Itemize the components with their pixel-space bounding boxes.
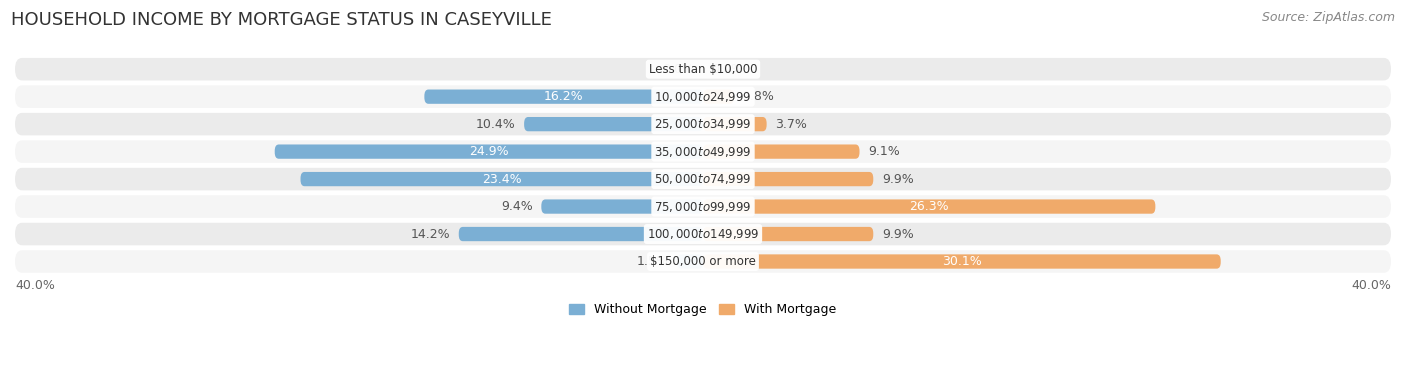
Text: 1.8%: 1.8% <box>742 90 775 103</box>
Text: 0.0%: 0.0% <box>711 63 744 76</box>
FancyBboxPatch shape <box>15 58 1391 80</box>
FancyBboxPatch shape <box>15 113 1391 135</box>
Text: $75,000 to $99,999: $75,000 to $99,999 <box>654 199 752 213</box>
FancyBboxPatch shape <box>15 168 1391 190</box>
FancyBboxPatch shape <box>703 227 873 241</box>
Text: $150,000 or more: $150,000 or more <box>650 255 756 268</box>
FancyBboxPatch shape <box>524 117 703 131</box>
Text: 40.0%: 40.0% <box>1351 279 1391 291</box>
FancyBboxPatch shape <box>703 172 873 186</box>
Text: Less than $10,000: Less than $10,000 <box>648 63 758 76</box>
FancyBboxPatch shape <box>678 254 703 269</box>
Text: 30.1%: 30.1% <box>942 255 981 268</box>
Text: 16.2%: 16.2% <box>544 90 583 103</box>
Text: 10.4%: 10.4% <box>475 118 516 131</box>
FancyBboxPatch shape <box>274 144 703 159</box>
FancyBboxPatch shape <box>703 254 1220 269</box>
FancyBboxPatch shape <box>703 144 859 159</box>
FancyBboxPatch shape <box>15 250 1391 273</box>
FancyBboxPatch shape <box>541 199 703 214</box>
Text: 9.4%: 9.4% <box>501 200 533 213</box>
Text: 23.4%: 23.4% <box>482 173 522 185</box>
Text: 1.5%: 1.5% <box>637 255 669 268</box>
FancyBboxPatch shape <box>15 223 1391 245</box>
FancyBboxPatch shape <box>458 227 703 241</box>
Text: $10,000 to $24,999: $10,000 to $24,999 <box>654 90 752 104</box>
FancyBboxPatch shape <box>703 89 734 104</box>
Text: 9.9%: 9.9% <box>882 173 914 185</box>
FancyBboxPatch shape <box>15 195 1391 218</box>
FancyBboxPatch shape <box>703 117 766 131</box>
Text: $35,000 to $49,999: $35,000 to $49,999 <box>654 145 752 159</box>
Text: $50,000 to $74,999: $50,000 to $74,999 <box>654 172 752 186</box>
Text: 0.0%: 0.0% <box>662 63 695 76</box>
FancyBboxPatch shape <box>15 140 1391 163</box>
FancyBboxPatch shape <box>425 89 703 104</box>
Text: 24.9%: 24.9% <box>470 145 509 158</box>
FancyBboxPatch shape <box>703 199 1156 214</box>
Text: Source: ZipAtlas.com: Source: ZipAtlas.com <box>1261 11 1395 24</box>
Text: 9.9%: 9.9% <box>882 228 914 241</box>
Legend: Without Mortgage, With Mortgage: Without Mortgage, With Mortgage <box>564 298 842 321</box>
Text: 14.2%: 14.2% <box>411 228 450 241</box>
Text: 26.3%: 26.3% <box>910 200 949 213</box>
FancyBboxPatch shape <box>15 86 1391 108</box>
Text: $25,000 to $34,999: $25,000 to $34,999 <box>654 117 752 131</box>
Text: HOUSEHOLD INCOME BY MORTGAGE STATUS IN CASEYVILLE: HOUSEHOLD INCOME BY MORTGAGE STATUS IN C… <box>11 11 553 29</box>
Text: $100,000 to $149,999: $100,000 to $149,999 <box>647 227 759 241</box>
Text: 9.1%: 9.1% <box>868 145 900 158</box>
Text: 40.0%: 40.0% <box>15 279 55 291</box>
Text: 3.7%: 3.7% <box>775 118 807 131</box>
FancyBboxPatch shape <box>301 172 703 186</box>
